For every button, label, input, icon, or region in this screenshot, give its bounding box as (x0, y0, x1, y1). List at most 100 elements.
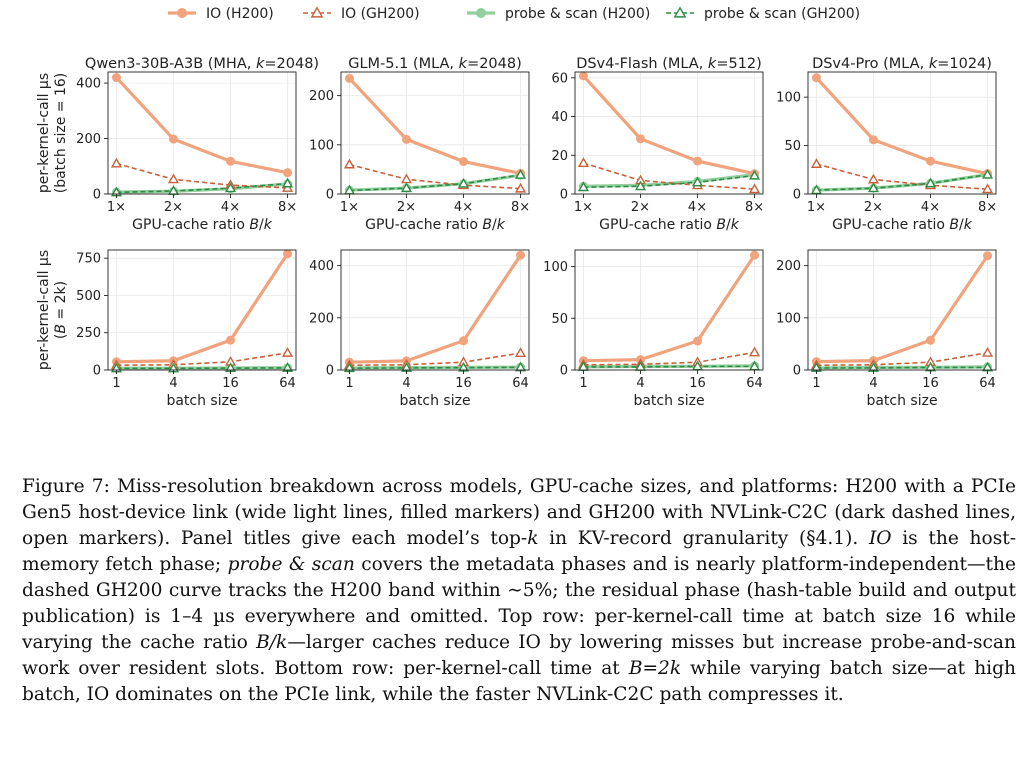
panel-frame (574, 249, 764, 371)
x-axis-label: batch size (399, 393, 470, 409)
x-axis-label: GPU-cache ratio B/k (132, 217, 273, 233)
data-point (400, 182, 413, 193)
data-point (459, 157, 469, 167)
y-tick-label: 20 (551, 149, 568, 164)
data-point (514, 182, 527, 193)
y-tick-label: 100 (309, 138, 334, 153)
x-tick-label: 4 (636, 376, 644, 391)
panel-frame (107, 249, 297, 371)
data-point (401, 134, 411, 144)
series-line (583, 351, 755, 366)
x-tick-label: 4× (921, 200, 940, 215)
x-tick-label: 4× (688, 200, 707, 215)
data-point (693, 156, 703, 166)
legend-swatch-marker (476, 8, 486, 18)
x-tick-label: 1× (340, 200, 359, 215)
legend-swatch-marker (673, 6, 687, 18)
data-point (981, 183, 994, 194)
series-line (816, 351, 988, 367)
data-point (110, 157, 123, 168)
data-point (981, 347, 994, 357)
x-tick-label: 2× (864, 200, 883, 215)
data-point (457, 177, 470, 188)
y-tick-label: 0 (560, 364, 568, 379)
data-point (634, 180, 647, 191)
data-point (459, 336, 469, 346)
series-line (583, 254, 756, 363)
series-line (816, 173, 988, 191)
y-tick-label: 200 (309, 89, 334, 104)
x-tick-label: 8× (978, 200, 997, 215)
chart-panel: 0 20 40 60 1× 2× 4× 8× DSv4-Flash (MLA, k=512) GP… (551, 56, 764, 233)
data-point (226, 156, 236, 166)
data-point (344, 73, 354, 83)
series-line (349, 174, 521, 192)
x-tick-label: 4 (869, 376, 877, 391)
series-line (816, 366, 988, 369)
x-tick-label: 64 (512, 376, 529, 391)
y-tick-label: 100 (776, 311, 801, 326)
y-tick-label: 0 (793, 364, 801, 379)
x-tick-label: 4 (402, 376, 410, 391)
chart-panel: 0 100 200 1× 2× 4× 8× GLM-5.1 (MLA, k=2048) GPU-… (309, 56, 530, 233)
figure-legend: IO (H200) IO (GH200) probe & scan (H200) pr… (168, 6, 860, 22)
y-tick-label: 100 (543, 260, 568, 275)
data-point (514, 169, 527, 179)
figure-7-chart-grid: IO (H200) IO (GH200) probe & scan (H200) pr… (36, 6, 997, 409)
series-line (349, 366, 521, 369)
x-tick-label: 1 (345, 376, 353, 391)
series-line (815, 76, 988, 176)
x-tick-label: 16 (689, 376, 706, 391)
y-tick-label: 750 (76, 252, 101, 267)
y-tick-label: 200 (76, 132, 101, 147)
row-y-axis-label: (B = 2k) (53, 281, 69, 339)
y-tick-label: 250 (76, 326, 101, 341)
y-tick-label: 500 (76, 289, 101, 304)
legend-label: probe & scan (H200) (505, 6, 650, 22)
panel-frame (574, 71, 764, 195)
data-point (750, 250, 760, 260)
data-point (283, 168, 293, 178)
data-point (810, 184, 823, 195)
data-point (691, 176, 704, 187)
x-axis-label: batch size (166, 393, 237, 409)
legend-swatch-marker (177, 8, 187, 18)
series-line (583, 365, 755, 368)
series-line (349, 163, 521, 190)
data-point (748, 346, 761, 357)
x-axis-label: GPU-cache ratio B/k (599, 217, 740, 233)
data-point (343, 158, 356, 169)
data-point (578, 71, 588, 81)
x-tick-label: 1 (579, 376, 587, 391)
series-line (349, 254, 522, 364)
x-tick-label: 1× (574, 200, 593, 215)
chart-panel: 0 250 500 750 1 4 16 64 batch size (76, 249, 297, 409)
y-tick-label: 200 (309, 311, 334, 326)
y-tick-label: 0 (93, 188, 101, 203)
y-tick-label: 0 (560, 188, 568, 203)
series-line (348, 77, 521, 175)
x-axis-label: GPU-cache ratio B/k (832, 217, 973, 233)
series-line (583, 173, 755, 188)
series-line (116, 252, 289, 364)
x-axis-label: batch size (633, 393, 704, 409)
series-line (349, 352, 521, 367)
panel-frame (340, 249, 530, 371)
series-line (582, 74, 755, 176)
series-line (116, 162, 288, 189)
panel-title: GLM-5.1 (MLA, k=2048) (348, 56, 522, 72)
x-tick-label: 1× (107, 200, 126, 215)
legend-entry: IO (GH200) (303, 6, 420, 22)
data-point (867, 182, 880, 193)
x-tick-label: 8× (278, 200, 297, 215)
x-tick-label: 64 (979, 376, 996, 391)
y-tick-label: 400 (309, 259, 334, 274)
data-point (400, 173, 413, 184)
x-tick-label: 8× (745, 200, 764, 215)
y-tick-label: 0 (93, 364, 101, 379)
x-tick-label: 16 (922, 376, 939, 391)
y-tick-label: 100 (776, 91, 801, 106)
y-tick-label: 50 (784, 139, 801, 154)
y-tick-label: 0 (326, 188, 334, 203)
x-tick-label: 1 (812, 376, 820, 391)
